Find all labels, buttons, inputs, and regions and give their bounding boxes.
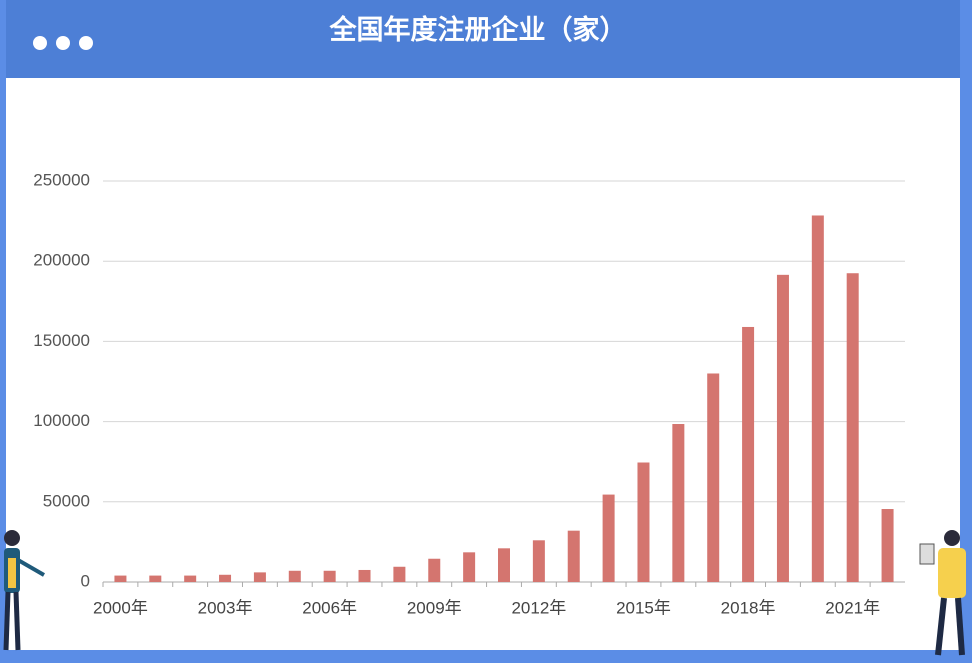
y-tick-label: 50000	[43, 491, 90, 510]
bar	[532, 540, 545, 582]
bar	[149, 575, 162, 582]
person-right	[919, 530, 966, 656]
bar	[811, 215, 824, 582]
x-tick-label: 2009年	[407, 598, 462, 617]
bar	[672, 424, 685, 582]
y-tick-label: 100000	[33, 411, 90, 430]
bar	[602, 494, 615, 582]
dot	[56, 36, 70, 50]
bar	[637, 462, 650, 582]
x-tick-label: 2000年	[93, 598, 148, 617]
bar	[428, 558, 441, 582]
bar	[219, 574, 232, 582]
x-tick-label: 2003年	[198, 598, 253, 617]
x-tick-label: 2006年	[302, 598, 357, 617]
bar	[253, 572, 266, 582]
bar	[776, 274, 789, 582]
x-tick-label: 2021年	[825, 598, 880, 617]
x-tick-label: 2015年	[616, 598, 671, 617]
bar	[323, 570, 336, 582]
bar	[184, 575, 197, 582]
bar	[463, 552, 476, 582]
header	[6, 0, 960, 78]
bar	[881, 509, 894, 582]
chart-title: 全国年度注册企业（家）	[329, 14, 627, 45]
dot	[79, 36, 93, 50]
x-tick-label: 2012年	[511, 598, 566, 617]
y-tick-label: 0	[81, 571, 90, 590]
bar	[288, 570, 301, 582]
y-tick-label: 200000	[33, 251, 90, 270]
panel	[6, 78, 960, 650]
person-left	[3, 530, 45, 651]
bar	[567, 530, 580, 582]
dot	[33, 36, 47, 50]
y-tick-label: 150000	[33, 331, 90, 350]
x-tick-label: 2018年	[721, 598, 776, 617]
bar	[498, 548, 510, 582]
bar	[707, 373, 720, 582]
bar	[114, 575, 127, 582]
bar	[846, 273, 859, 582]
y-tick-label: 250000	[33, 170, 90, 189]
bar	[358, 569, 371, 582]
bar	[393, 566, 406, 582]
bar	[742, 326, 755, 582]
